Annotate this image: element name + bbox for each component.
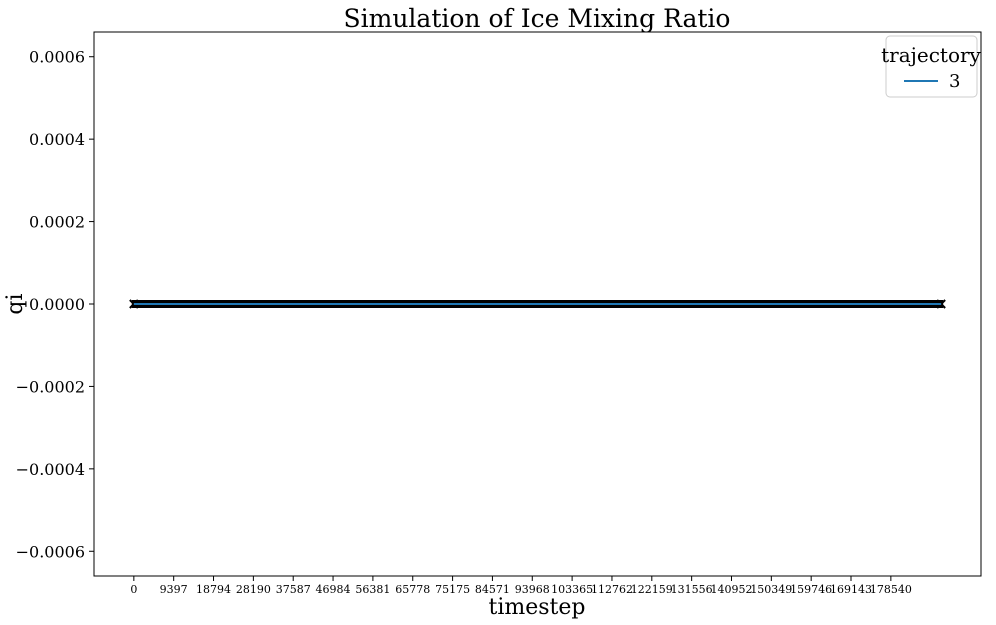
x-tick-label: 112762 xyxy=(591,583,633,596)
y-axis-label: qi xyxy=(3,293,28,314)
y-tick-label: 0.0000 xyxy=(29,295,85,314)
x-tick-label: 46984 xyxy=(316,583,351,596)
data-layer xyxy=(129,299,946,309)
x-tick-label: 103365 xyxy=(551,583,593,596)
x-tick-label: 84571 xyxy=(475,583,510,596)
x-tick-label: 0 xyxy=(130,583,137,596)
legend-entry-label: 3 xyxy=(949,71,960,92)
x-axis-label: timestep xyxy=(489,595,586,620)
x-tick-label: 150349 xyxy=(750,583,792,596)
x-tick-label: 93968 xyxy=(515,583,550,596)
x-tick-label: 37587 xyxy=(276,583,311,596)
y-tick-label: −0.0004 xyxy=(16,460,85,479)
y-axis: 0.0006 0.0004 0.0002 0.0000 −0.0002 −0.0004 −0… xyxy=(16,48,94,561)
x-tick-label: 140952 xyxy=(710,583,752,596)
x-tick-label: 169143 xyxy=(830,583,872,596)
x-tick-label: 178540 xyxy=(870,583,912,596)
legend: trajectory 3 xyxy=(881,35,982,98)
y-tick-label: −0.0002 xyxy=(16,377,85,396)
x-marker-start xyxy=(129,299,139,309)
x-tick-label: 9397 xyxy=(160,583,188,596)
y-tick-label: 0.0006 xyxy=(29,48,85,67)
x-tick-label: 65778 xyxy=(395,583,430,596)
x-tick-label: 122159 xyxy=(631,583,673,596)
x-tick-label: 18794 xyxy=(196,583,231,596)
x-marker-end xyxy=(936,299,946,309)
x-tick-label: 28190 xyxy=(236,583,271,596)
x-axis: 0 9397 18794 28190 37587 46984 56381 65778 75175… xyxy=(130,576,912,596)
x-tick-label: 131556 xyxy=(671,583,713,596)
y-tick-label: −0.0006 xyxy=(16,542,85,561)
chart-title: Simulation of Ice Mixing Ratio xyxy=(344,4,731,33)
x-tick-label: 159746 xyxy=(790,583,832,596)
y-tick-label: 0.0002 xyxy=(29,213,85,232)
y-tick-label: 0.0004 xyxy=(29,130,85,149)
legend-title: trajectory xyxy=(881,43,981,67)
x-tick-label: 56381 xyxy=(355,583,390,596)
x-tick-label: 75175 xyxy=(435,583,470,596)
